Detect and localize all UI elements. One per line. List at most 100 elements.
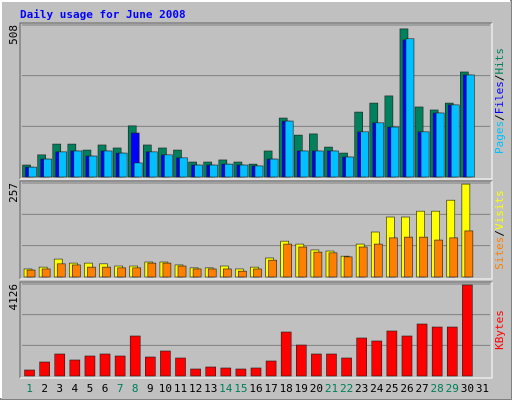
- bar: [405, 38, 415, 178]
- bar: [147, 262, 157, 278]
- bar: [435, 112, 445, 178]
- x-tick-label: 7: [117, 382, 124, 395]
- bar: [238, 270, 247, 278]
- bar: [265, 360, 277, 377]
- bar: [54, 353, 66, 377]
- legend-entry: Files: [493, 81, 506, 114]
- bar: [315, 150, 324, 178]
- bar: [358, 246, 368, 278]
- bar: [371, 340, 383, 377]
- bar: [207, 268, 217, 278]
- bar: [298, 246, 308, 278]
- bar: [401, 335, 413, 377]
- x-tick-label: 26: [400, 382, 413, 395]
- bar: [209, 164, 219, 178]
- bar: [341, 357, 352, 377]
- x-tick-label: 29: [446, 382, 459, 395]
- bar: [390, 126, 400, 178]
- frame-shadow: [19, 22, 492, 179]
- bar: [220, 367, 232, 377]
- frame-shadow: [19, 281, 492, 378]
- x-tick-label: 30: [461, 382, 474, 395]
- bar: [84, 355, 96, 377]
- chart-title: Daily usage for June 2008: [20, 8, 186, 21]
- x-tick-label: 13: [204, 382, 217, 395]
- bar: [175, 357, 186, 377]
- bar: [26, 269, 36, 278]
- x-tick-label: 11: [174, 382, 187, 395]
- y-tick-label: 508: [7, 25, 20, 45]
- bar: [149, 151, 158, 178]
- plot-area: [20, 181, 492, 279]
- x-tick-label: 6: [102, 382, 109, 395]
- bar: [41, 268, 51, 278]
- x-tick-label: 19: [295, 382, 308, 395]
- bar: [450, 104, 460, 178]
- bar: [179, 157, 188, 178]
- x-tick-label: 2: [41, 382, 48, 395]
- bar: [73, 150, 83, 178]
- bar: [434, 239, 443, 278]
- bar: [58, 151, 68, 178]
- legend-entry: Visits: [493, 190, 506, 230]
- bar: [88, 155, 98, 178]
- bar: [386, 330, 398, 377]
- bar: [43, 158, 52, 178]
- bar: [449, 237, 459, 278]
- x-tick-label: 18: [280, 382, 293, 395]
- bar: [24, 369, 35, 377]
- bar: [360, 131, 369, 178]
- bar: [373, 243, 383, 278]
- bar: [205, 366, 217, 377]
- x-tick-label: 21: [325, 382, 338, 395]
- x-tick-label: 23: [355, 382, 368, 395]
- x-tick-label: 3: [56, 382, 63, 395]
- bar: [268, 259, 277, 278]
- x-tick-label: 31: [476, 382, 489, 395]
- bar: [162, 262, 172, 278]
- bar: [160, 350, 171, 377]
- x-tick-label: 8: [132, 382, 139, 395]
- bar: [239, 164, 249, 178]
- bar: [114, 355, 126, 377]
- bar: [431, 326, 443, 377]
- bar: [345, 156, 354, 178]
- legend-entry: Pages: [493, 121, 506, 154]
- legend: KBytes: [493, 310, 506, 350]
- x-tick-label: 1: [26, 382, 33, 395]
- legend-entry: Sites: [493, 237, 506, 270]
- bar: [145, 356, 156, 377]
- legend-entry: Hits: [493, 48, 506, 75]
- bar: [462, 284, 473, 377]
- bar: [280, 331, 292, 377]
- bar: [356, 337, 367, 377]
- bar: [56, 263, 66, 278]
- x-tick-label: 15: [234, 382, 247, 395]
- bar: [283, 243, 292, 278]
- bar: [102, 266, 111, 278]
- bar: [118, 152, 128, 178]
- bar: [235, 368, 247, 377]
- frame-light: [20, 181, 493, 280]
- bar: [446, 326, 458, 377]
- legend-entry: KBytes: [493, 310, 506, 350]
- bar: [284, 120, 294, 178]
- bar: [39, 361, 50, 377]
- x-tick-label: 10: [159, 382, 172, 395]
- bar: [133, 162, 143, 178]
- bar: [103, 150, 113, 178]
- y-tick-label: 4126: [7, 284, 20, 311]
- bar: [311, 353, 322, 377]
- legend-separator: /: [493, 230, 506, 237]
- bar: [129, 335, 141, 377]
- x-tick-label: 20: [310, 382, 323, 395]
- x-tick-label: 5: [87, 382, 94, 395]
- x-tick-label: 22: [340, 382, 353, 395]
- bar: [254, 165, 264, 178]
- bar: [328, 252, 338, 278]
- x-tick-label: 25: [385, 382, 398, 395]
- bar: [330, 150, 339, 178]
- frame-shadow: [19, 180, 492, 279]
